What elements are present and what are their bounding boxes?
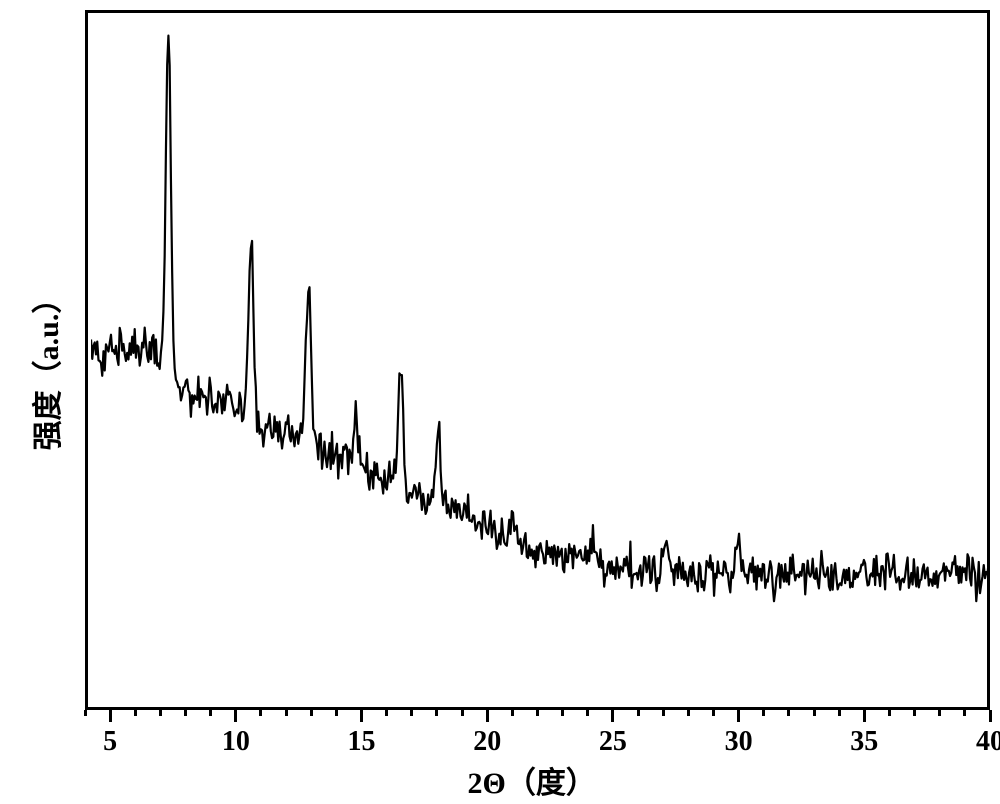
x-major-tick [109,710,112,722]
x-minor-tick [285,710,288,716]
x-major-tick [989,710,992,722]
x-minor-tick [134,710,137,716]
x-tick-label: 35 [850,726,878,758]
xrd-curve [91,16,990,710]
x-minor-tick [310,710,313,716]
x-minor-tick [938,710,941,716]
x-minor-tick [435,710,438,716]
x-minor-tick [184,710,187,716]
x-major-tick [486,710,489,722]
x-minor-tick [159,710,162,716]
x-tick-label: 25 [599,726,627,758]
x-minor-tick [888,710,891,716]
x-minor-tick [813,710,816,716]
x-minor-tick [536,710,539,716]
x-major-tick [234,710,237,722]
x-tick-label: 5 [103,726,117,758]
plot-area [85,10,990,710]
x-tick-label: 10 [222,726,250,758]
x-minor-tick [84,710,87,716]
x-minor-tick [586,710,589,716]
x-tick-label: 30 [725,726,753,758]
x-minor-tick [410,710,413,716]
x-major-tick [863,710,866,722]
x-major-tick [360,710,363,722]
x-minor-tick [637,710,640,716]
x-minor-tick [335,710,338,716]
x-minor-tick [963,710,966,716]
x-minor-tick [913,710,916,716]
x-tick-label: 15 [348,726,376,758]
xrd-chart: 强度（a.u.） 2Θ（度） 5 10 15 20 25 30 35 40 [0,0,1000,804]
x-minor-tick [461,710,464,716]
x-minor-tick [511,710,514,716]
x-minor-tick [787,710,790,716]
x-tick-label: 20 [473,726,501,758]
x-minor-tick [838,710,841,716]
x-tick-label: 40 [976,726,1000,758]
x-axis-label: 2Θ（度） [468,758,596,802]
xrd-line [91,36,990,602]
x-minor-tick [209,710,212,716]
x-major-tick [737,710,740,722]
x-major-tick [611,710,614,722]
x-minor-tick [762,710,765,716]
x-minor-tick [259,710,262,716]
x-minor-tick [712,710,715,716]
y-axis-label: 强度（a.u.） [23,237,67,497]
x-minor-tick [385,710,388,716]
x-minor-tick [687,710,690,716]
x-minor-tick [662,710,665,716]
x-minor-tick [561,710,564,716]
